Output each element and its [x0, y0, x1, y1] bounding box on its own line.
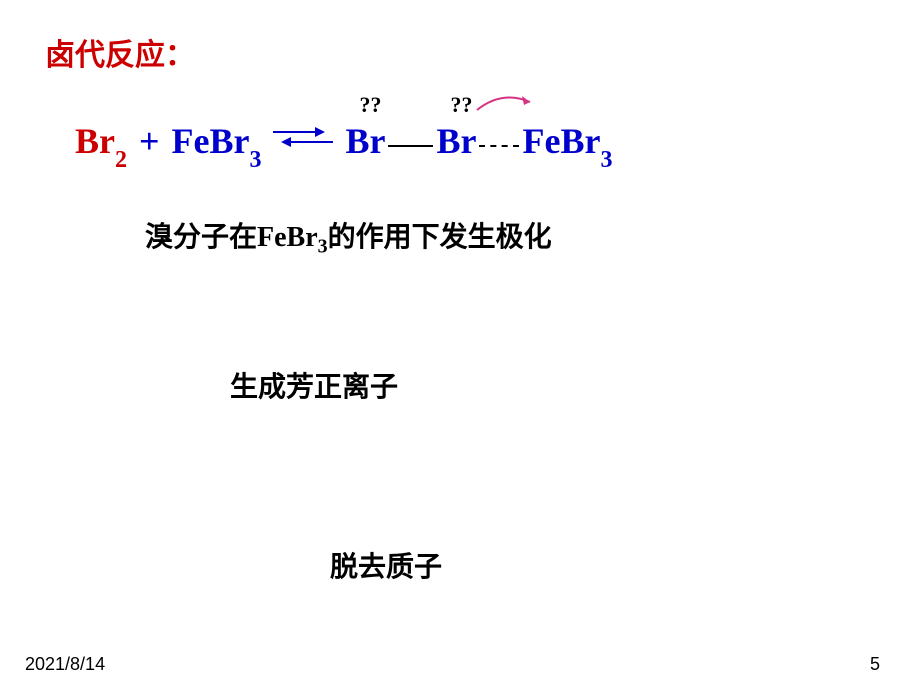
footer-page-number: 5: [870, 654, 880, 675]
partial-charge-plus: ??: [359, 92, 381, 118]
dashed-bond: [479, 145, 519, 147]
explanation-line-1: 溴分子在FeBr3的作用下发生极化: [145, 215, 552, 259]
reaction-equation: Br2 + FeBr3 ?? Br ?? Br FeBr3: [75, 120, 612, 168]
febr3-right: FeBr3: [522, 120, 612, 168]
br-negative-group: ?? Br: [436, 120, 476, 162]
plus-sign: +: [139, 120, 160, 162]
explanation-line-3: 脱去质子: [330, 545, 442, 585]
febr3-left: FeBr3: [172, 120, 262, 168]
partial-charge-minus: ??: [450, 92, 472, 118]
br-positive-group: ?? Br: [345, 120, 385, 162]
explanation-line-2: 生成芳正离子: [230, 365, 398, 405]
br2-text: Br2: [75, 120, 127, 168]
equilibrium-arrows: [273, 123, 333, 153]
slide-title: 卤代反应：: [45, 30, 195, 74]
curved-arrow-icon: [472, 88, 542, 116]
solid-bond: [388, 145, 433, 147]
footer-date: 2021/8/14: [25, 654, 105, 675]
